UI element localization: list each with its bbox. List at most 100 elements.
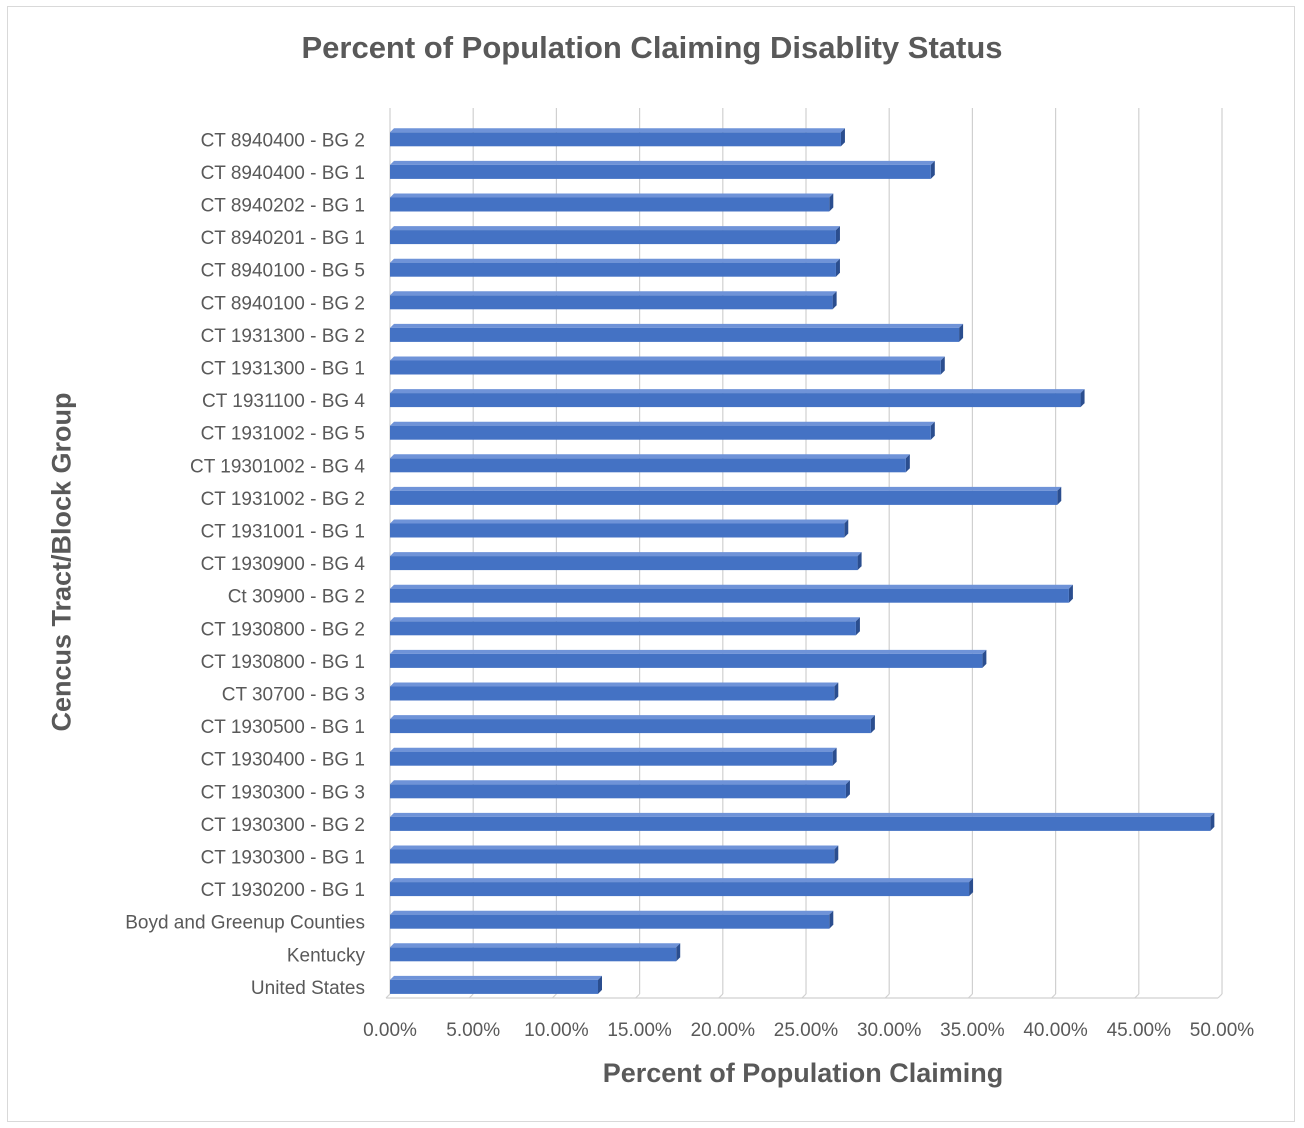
- bar-front: [390, 360, 941, 375]
- bar-top: [390, 454, 910, 459]
- bar: [390, 943, 681, 962]
- x-tick-label: 15.00%: [607, 1020, 672, 1041]
- bar-end: [676, 943, 681, 962]
- category-label: CT 1931300 - BG 1: [201, 359, 365, 380]
- bar: [390, 323, 964, 342]
- bar: [390, 552, 862, 571]
- category-label: CT 1930200 - BG 1: [201, 880, 365, 901]
- bar-end: [1057, 486, 1062, 505]
- bar-front: [390, 458, 906, 473]
- bar-top: [390, 910, 834, 915]
- bar: [390, 356, 945, 375]
- bar: [390, 193, 834, 212]
- category-label: CT 1930800 - BG 2: [201, 619, 365, 640]
- bar: [390, 519, 849, 538]
- bar-end: [845, 780, 850, 799]
- x-tick-label: 0.00%: [363, 1020, 417, 1041]
- category-label: CT 1930300 - BG 3: [201, 782, 365, 803]
- x-tick-label: 5.00%: [446, 1020, 500, 1041]
- bar-top: [390, 193, 834, 198]
- x-tick-label: 35.00%: [940, 1020, 1005, 1041]
- bar: [390, 780, 850, 799]
- bar: [390, 845, 839, 864]
- gridline-depth: [635, 993, 641, 999]
- bar-end: [857, 552, 862, 571]
- bar-front: [390, 914, 830, 929]
- bar: [390, 486, 1062, 505]
- bar-front: [390, 621, 856, 636]
- bar-top: [390, 812, 1215, 817]
- bar: [390, 258, 840, 277]
- bar-top: [390, 780, 850, 785]
- bar-front: [390, 947, 677, 962]
- bar-end: [930, 421, 935, 440]
- gridlines: [385, 107, 1223, 999]
- bar-top: [390, 519, 849, 524]
- category-label: Kentucky: [287, 945, 366, 966]
- bar-top: [390, 128, 845, 133]
- category-label: United States: [251, 978, 365, 999]
- category-label: CT 19301002 - BG 4: [190, 456, 365, 477]
- bar-front: [390, 164, 931, 179]
- category-label: CT 8940400 - BG 2: [201, 130, 365, 151]
- bar-front: [390, 686, 835, 701]
- gridline-depth: [1051, 993, 1057, 999]
- bar: [390, 421, 935, 440]
- x-tick-label: 45.00%: [1107, 1020, 1172, 1041]
- bar: [390, 649, 987, 668]
- bar-end: [832, 291, 837, 310]
- bar-end: [834, 845, 839, 864]
- category-label: CT 8940100 - BG 5: [201, 261, 365, 282]
- bar-front: [390, 327, 960, 342]
- bar-front: [390, 588, 1069, 603]
- x-tick-label: 50.00%: [1190, 1020, 1255, 1041]
- category-label: CT 1930300 - BG 2: [201, 815, 365, 836]
- bar: [390, 682, 839, 701]
- bar-top: [390, 975, 602, 980]
- bar: [390, 128, 845, 147]
- bar: [390, 747, 837, 766]
- bar-front: [390, 262, 836, 277]
- bar-end: [930, 160, 935, 179]
- gridline-depth: [884, 993, 890, 999]
- chart-title: Percent of Population Claiming Disablity…: [301, 30, 1003, 65]
- bar-end: [982, 649, 987, 668]
- bar-front: [390, 393, 1081, 408]
- bar-top: [390, 291, 837, 296]
- bar-top: [390, 715, 875, 720]
- category-label: CT 1931002 - BG 2: [201, 489, 365, 510]
- gridline-depth: [967, 993, 973, 999]
- gridline-depth: [468, 993, 474, 999]
- bar-top: [390, 584, 1073, 589]
- bar-front: [390, 295, 833, 310]
- category-label: Boyd and Greenup Counties: [125, 913, 365, 934]
- bar: [390, 389, 1085, 408]
- bar-end: [905, 454, 910, 473]
- x-tick-label: 10.00%: [524, 1020, 589, 1041]
- bar-top: [390, 552, 862, 557]
- bar-top: [390, 486, 1062, 491]
- gridline-depth: [801, 993, 807, 999]
- gridline-depth: [718, 993, 724, 999]
- bar: [390, 617, 860, 636]
- bar: [390, 291, 837, 310]
- bar-front: [390, 979, 598, 994]
- bar: [390, 910, 834, 929]
- bar-end: [829, 193, 834, 212]
- bar-front: [390, 425, 931, 440]
- x-axis-title: Percent of Population Claiming: [602, 1058, 1004, 1088]
- bar-top: [390, 943, 681, 948]
- bar-end: [832, 747, 837, 766]
- category-label: CT 1931300 - BG 2: [201, 326, 365, 347]
- bar-front: [390, 784, 846, 799]
- category-label: CT 1931100 - BG 4: [202, 391, 365, 412]
- bar: [390, 812, 1215, 831]
- bar-front: [390, 849, 835, 864]
- bar: [390, 454, 910, 473]
- bar-front: [390, 132, 841, 147]
- category-label: CT 8940400 - BG 1: [201, 163, 365, 184]
- bar: [390, 715, 875, 734]
- bar: [390, 878, 974, 897]
- gridline-depth: [385, 993, 391, 999]
- x-tick-labels: 0.00% 5.00% 10.00% 15.00% 20.00% 25.00% 30.00%…: [363, 1020, 1254, 1041]
